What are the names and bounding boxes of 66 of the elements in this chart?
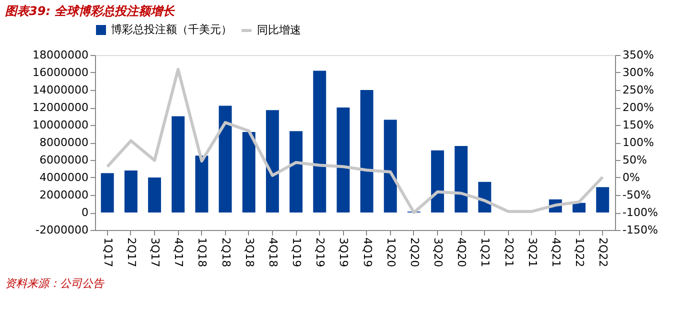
x-tick-label: 2Q19 — [314, 238, 327, 268]
bar — [313, 70, 326, 212]
text: 资料来源：公司公告 — [5, 277, 105, 290]
y-tick-label: 16000000 — [32, 66, 88, 79]
x-tick-label: 2Q18 — [219, 238, 232, 268]
bar — [100, 173, 114, 212]
bar — [266, 110, 279, 212]
x-tick-label: 2Q22 — [596, 238, 610, 268]
y-tick-label: 2000000 — [40, 188, 88, 202]
x-tick-label: 3Q19 — [337, 238, 350, 268]
y-tick-label: 4000000 — [40, 171, 88, 184]
y2-tick-label: 100% — [622, 136, 654, 149]
x-tick-label: 1Q21 — [478, 238, 492, 268]
y-tick-label: 12000000 — [32, 101, 88, 114]
x-tick-label: 1Q20 — [384, 238, 398, 268]
y-tick-label: 8000000 — [40, 136, 88, 149]
y-tick-label: 0 — [82, 206, 88, 219]
bar — [172, 116, 185, 212]
x-tick-label: 3Q20 — [432, 238, 445, 268]
y-tick-label: 6000000 — [40, 154, 88, 166]
bar — [218, 106, 232, 212]
x-tick-label: 2Q21 — [502, 238, 516, 268]
y2-tick-label: 150% — [622, 118, 654, 132]
x-tick-label: 4Q18 — [266, 238, 280, 268]
x-tick-label: 4Q17 — [172, 238, 186, 268]
x-tick-label: 3Q18 — [242, 238, 256, 268]
x-tick-label: 1Q22 — [573, 238, 586, 268]
y-tick-label: 10000000 — [32, 118, 88, 132]
bar — [454, 146, 468, 212]
bar — [431, 150, 444, 212]
x-tick-label: 1Q19 — [290, 238, 304, 268]
y2-tick-label: -100% — [622, 206, 658, 219]
x-tick-label: 3Q17 — [148, 238, 162, 268]
x-tick-label: 4Q19 — [360, 238, 374, 268]
bar — [242, 132, 256, 212]
y2-tick-label: 50% — [622, 154, 647, 166]
bar — [124, 170, 138, 212]
bar — [290, 131, 303, 212]
bar — [148, 178, 162, 212]
bar — [195, 156, 208, 212]
y2-tick-label: 300% — [622, 66, 654, 79]
y-tick-label: 18000000 — [32, 48, 88, 62]
y-tick-label: -2000000 — [36, 224, 88, 236]
line-series — [106, 68, 604, 214]
y2-tick-label: 200% — [622, 101, 654, 114]
x-tick-label: 1Q18 — [196, 238, 209, 268]
legend-label: 博彩总投注额（千美元） — [111, 23, 232, 36]
x-tick-label: 4Q21 — [549, 238, 562, 268]
bar — [596, 187, 610, 212]
legend-label: 同比增速 — [257, 24, 301, 36]
x-tick-label: 3Q21 — [526, 238, 539, 268]
chart-title: 图表39: 全球博彩总投注额增长 — [5, 4, 176, 18]
bar — [572, 202, 586, 212]
y-tick-label: 14000000 — [32, 84, 88, 96]
y2-tick-label: 250% — [622, 84, 654, 96]
x-tick-label: 2Q17 — [124, 238, 138, 268]
y2-tick-label: 0% — [622, 171, 640, 184]
bar — [360, 90, 374, 212]
bar — [336, 108, 350, 212]
x-tick-label: 4Q20 — [455, 238, 468, 268]
y2-tick-label: -50% — [622, 188, 651, 202]
x-tick-label: 2Q20 — [408, 238, 421, 268]
y2-tick-label: 350% — [622, 48, 654, 62]
bar — [384, 120, 397, 212]
y2-tick-label: -150% — [622, 224, 658, 236]
x-tick-label: 1Q17 — [101, 238, 114, 268]
